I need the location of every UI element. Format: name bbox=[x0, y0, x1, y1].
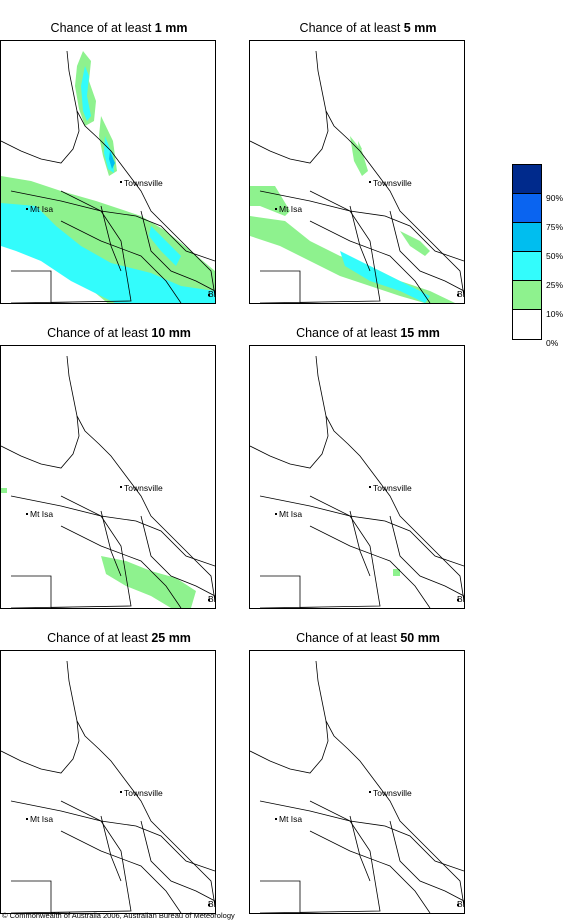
place-townsville: Townsville bbox=[124, 483, 163, 493]
state-outline bbox=[250, 50, 464, 303]
legend-swatch-dark-blue bbox=[512, 164, 542, 194]
place-mt-isa: Mt Isa bbox=[279, 509, 303, 519]
legend-label: 10% bbox=[546, 309, 564, 319]
rain-probability-fill bbox=[393, 569, 400, 576]
place-markers bbox=[275, 791, 459, 906]
place-markers bbox=[275, 486, 459, 601]
legend-swatch-blue bbox=[512, 193, 542, 223]
queensland-map bbox=[1, 355, 215, 608]
state-outline bbox=[1, 50, 215, 303]
panel-title: Chance of at least 10 mm bbox=[47, 326, 191, 340]
panel-title: Chance of at least 25 mm bbox=[47, 631, 191, 645]
legend-swatch-cyan bbox=[512, 251, 542, 281]
state-outline bbox=[1, 660, 215, 913]
place-markers bbox=[26, 791, 210, 906]
panel-title: Chance of at least 15 mm bbox=[296, 326, 440, 340]
map-frame: Townsville Mt Isa BRIS bbox=[249, 650, 465, 914]
panel-title: Chance of at least 50 mm bbox=[296, 631, 440, 645]
rain-probability-fill bbox=[250, 136, 455, 303]
place-mt-isa: Mt Isa bbox=[279, 204, 303, 214]
legend-swatch-white bbox=[512, 309, 542, 340]
place-bris: BRIS bbox=[457, 289, 464, 299]
state-outline bbox=[250, 660, 464, 913]
queensland-map bbox=[250, 355, 464, 608]
place-townsville: Townsville bbox=[124, 788, 163, 798]
state-outline bbox=[250, 355, 464, 608]
rain-probability-fill bbox=[1, 51, 215, 303]
queensland-map bbox=[250, 660, 464, 913]
rain-probability-fill bbox=[1, 488, 196, 608]
legend-swatch-green bbox=[512, 280, 542, 310]
place-markers bbox=[26, 486, 210, 601]
legend-label: 75% bbox=[546, 222, 564, 232]
place-townsville: Townsville bbox=[373, 483, 412, 493]
place-townsville: Townsville bbox=[124, 178, 163, 188]
place-mt-isa: Mt Isa bbox=[279, 814, 303, 824]
place-townsville: Townsville bbox=[373, 788, 412, 798]
place-bris: BRIS bbox=[208, 594, 215, 604]
place-bris: BRIS bbox=[208, 289, 215, 299]
legend-label: 0% bbox=[546, 338, 559, 348]
map-frame: Townsville Mt Isa BRIS bbox=[249, 40, 465, 304]
panel-title: Chance of at least 1 mm bbox=[50, 21, 188, 35]
queensland-map bbox=[250, 50, 464, 303]
place-bris: BRIS bbox=[457, 594, 464, 604]
queensland-map bbox=[1, 50, 215, 303]
state-outline bbox=[1, 355, 215, 608]
probability-legend: 90% 75% 50% 25% 10% 0% bbox=[511, 164, 567, 364]
place-bris: BRIS bbox=[208, 899, 215, 909]
legend-label: 25% bbox=[546, 280, 564, 290]
copyright-notice: © Commonwealth of Australia 2006, Austra… bbox=[2, 911, 235, 920]
place-markers bbox=[275, 181, 459, 296]
map-frame: Townsville Mt Isa BRIS bbox=[0, 40, 216, 304]
place-mt-isa: Mt Isa bbox=[30, 814, 54, 824]
panel-title: Chance of at least 5 mm bbox=[299, 21, 437, 35]
queensland-map bbox=[1, 660, 215, 913]
map-frame: Townsville Mt Isa BRIS bbox=[0, 650, 216, 914]
legend-label: 90% bbox=[546, 193, 564, 203]
legend-swatch-sky-blue bbox=[512, 222, 542, 252]
place-bris: BRIS bbox=[457, 899, 464, 909]
map-frame: Townsville Mt Isa BRIS bbox=[249, 345, 465, 609]
place-townsville: Townsville bbox=[373, 178, 412, 188]
map-frame: Townsville Mt Isa BRIS bbox=[0, 345, 216, 609]
place-markers bbox=[26, 181, 210, 296]
place-mt-isa: Mt Isa bbox=[30, 204, 54, 214]
place-mt-isa: Mt Isa bbox=[30, 509, 54, 519]
legend-label: 50% bbox=[546, 251, 564, 261]
